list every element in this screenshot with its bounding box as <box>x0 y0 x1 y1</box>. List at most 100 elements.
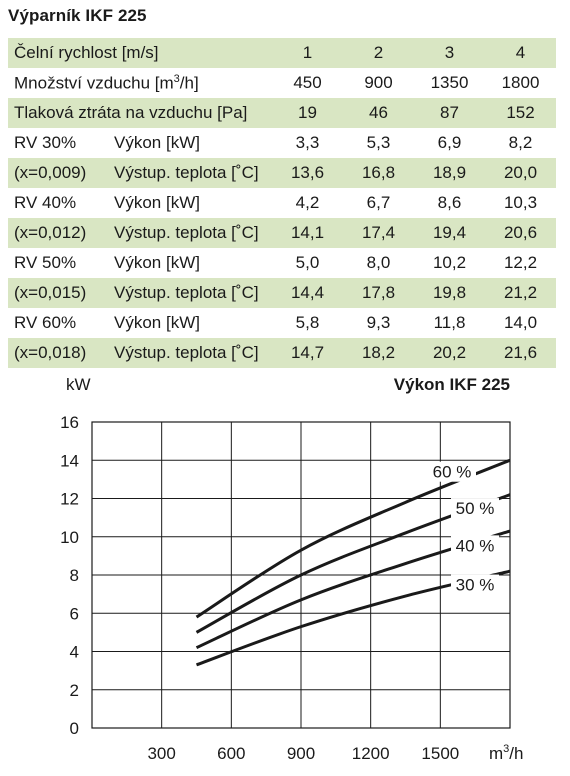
temperature-value: 14,7 <box>272 338 343 368</box>
airflow-value: 1350 <box>430 73 469 92</box>
x-tick-label: 1500 <box>421 744 459 763</box>
temperature-row: (x=0,018) Výstup. teplota [˚C] 14,7 18,2 20,… <box>8 338 556 368</box>
power-label: Výkon [kW] <box>114 313 200 332</box>
temperature-value: 17,8 <box>343 278 414 308</box>
temperature-row: (x=0,015) Výstup. teplota [˚C] 14,4 17,8 19,… <box>8 278 556 308</box>
temperature-label: Výstup. teplota [˚C] <box>114 158 272 188</box>
temperature-row: (x=0,009) Výstup. teplota [˚C] 13,6 16,8 18,… <box>8 158 556 188</box>
airflow-value: 450 <box>293 73 322 92</box>
temperature-value: 18,2 <box>343 338 414 368</box>
power-chart: 0 2 4 6 8 10 12 14 16 300 600 900 1200 1500 kW Výkon IK… <box>60 375 523 763</box>
rv-label: RV 40% <box>14 193 77 212</box>
power-value: 4,2 <box>295 193 320 212</box>
power-label: Výkon [kW] <box>114 193 200 212</box>
pressure-value: 152 <box>485 98 556 128</box>
power-value: 11,8 <box>433 313 466 332</box>
page-title: Výparník IKF 225 <box>8 6 147 25</box>
temperature-row: (x=0,012) Výstup. teplota [˚C] 14,1 17,4 19,… <box>8 218 556 248</box>
power-value: 5,0 <box>295 253 320 272</box>
airflow-value: 900 <box>364 73 393 92</box>
series-label: 40 % <box>456 536 495 555</box>
temperature-label: Výstup. teplota [˚C] <box>114 218 272 248</box>
pressure-value: 19 <box>272 98 343 128</box>
temperature-label: Výstup. teplota [˚C] <box>114 338 272 368</box>
series-label-bg <box>451 535 499 556</box>
power-value: 3,3 <box>295 133 320 152</box>
rv-label: RV 60% <box>14 313 77 332</box>
spec-table: Čelní rychlost [m/s] 1 2 3 4 Množství vz… <box>8 38 556 368</box>
power-value: 10,2 <box>432 253 467 272</box>
power-label: Výkon [kW] <box>114 253 200 272</box>
pressure-value: 46 <box>343 98 414 128</box>
power-row: RV 50% Výkon [kW] 5,0 8,0 10,2 12,2 <box>8 248 556 278</box>
power-value: 12,2 <box>503 253 538 272</box>
y-tick-label: 8 <box>70 566 79 585</box>
y-tick-label: 4 <box>70 643 79 662</box>
temperature-value: 19,4 <box>414 218 485 248</box>
airflow-label: Množství vzduchu [m3/h] <box>14 72 199 93</box>
temperature-value: 18,9 <box>414 158 485 188</box>
temperature-value: 19,8 <box>414 278 485 308</box>
y-tick-label: 14 <box>60 451 79 470</box>
x-tick-label: 900 <box>287 744 315 763</box>
speed-value: 1 <box>272 38 343 68</box>
pressure-label: Tlaková ztráta na vzduchu [Pa] <box>8 98 272 128</box>
temperature-value: 21,2 <box>485 278 556 308</box>
rv-label: RV 30% <box>14 133 77 152</box>
airflow-row: Množství vzduchu [m3/h] 450 900 1350 180… <box>8 68 556 98</box>
pressure-row: Tlaková ztráta na vzduchu [Pa] 19 46 87 … <box>8 98 556 128</box>
temperature-value: 20,0 <box>485 158 556 188</box>
speed-label: Čelní rychlost [m/s] <box>8 38 272 68</box>
temperature-value: 17,4 <box>343 218 414 248</box>
y-tick-label: 16 <box>60 413 79 432</box>
humidity-ratio-label: (x=0,012) <box>8 218 114 248</box>
rv-label: RV 50% <box>14 253 77 272</box>
chart-title: Výkon IKF 225 <box>394 375 510 394</box>
temperature-label: Výstup. teplota [˚C] <box>114 278 272 308</box>
power-label: Výkon [kW] <box>114 133 200 152</box>
plot-frame <box>91 421 511 729</box>
x-tick-label: 600 <box>217 744 245 763</box>
power-value: 6,7 <box>366 193 391 212</box>
x-tick-label: 1200 <box>352 744 390 763</box>
speed-value: 2 <box>343 38 414 68</box>
power-row: RV 40% Výkon [kW] 4,2 6,7 8,6 10,3 <box>8 188 556 218</box>
temperature-value: 20,6 <box>485 218 556 248</box>
temperature-value: 20,2 <box>414 338 485 368</box>
temperature-value: 16,8 <box>343 158 414 188</box>
humidity-ratio-label: (x=0,018) <box>8 338 114 368</box>
airflow-value: 1800 <box>501 73 540 92</box>
power-value: 6,9 <box>437 133 462 152</box>
y-tick-label: 2 <box>70 681 79 700</box>
x-tick-label: 300 <box>147 744 175 763</box>
series-label: 60 % <box>433 463 472 482</box>
power-value: 10,3 <box>503 193 538 212</box>
power-value: 5,3 <box>366 133 391 152</box>
series-label: 30 % <box>456 576 495 595</box>
x-axis-label: m3/h <box>489 743 523 763</box>
y-tick-label: 6 <box>70 604 79 623</box>
power-value: 5,8 <box>295 313 320 332</box>
series-label-bg <box>428 461 476 482</box>
power-value: 9,3 <box>366 313 391 332</box>
speed-row: Čelní rychlost [m/s] 1 2 3 4 <box>8 38 556 68</box>
speed-value: 4 <box>485 38 556 68</box>
y-tick-label: 10 <box>60 528 79 547</box>
power-value: 8,6 <box>437 193 462 212</box>
series-label: 50 % <box>456 499 495 518</box>
power-value: 8,2 <box>508 133 533 152</box>
pressure-value: 87 <box>414 98 485 128</box>
power-value: 14,0 <box>503 313 538 332</box>
series-label-bg <box>451 498 499 519</box>
temperature-value: 21,6 <box>485 338 556 368</box>
y-axis-label: kW <box>66 375 91 394</box>
y-tick-label: 12 <box>60 490 79 509</box>
power-row: RV 60% Výkon [kW] 5,8 9,3 11,8 14,0 <box>8 308 556 338</box>
power-row: RV 30% Výkon [kW] 3,3 5,3 6,9 8,2 <box>8 128 556 158</box>
power-value: 8,0 <box>366 253 391 272</box>
temperature-value: 14,1 <box>272 218 343 248</box>
series-label-bg <box>451 574 499 595</box>
speed-value: 3 <box>414 38 485 68</box>
y-tick-label: 0 <box>70 719 79 738</box>
temperature-value: 13,6 <box>272 158 343 188</box>
